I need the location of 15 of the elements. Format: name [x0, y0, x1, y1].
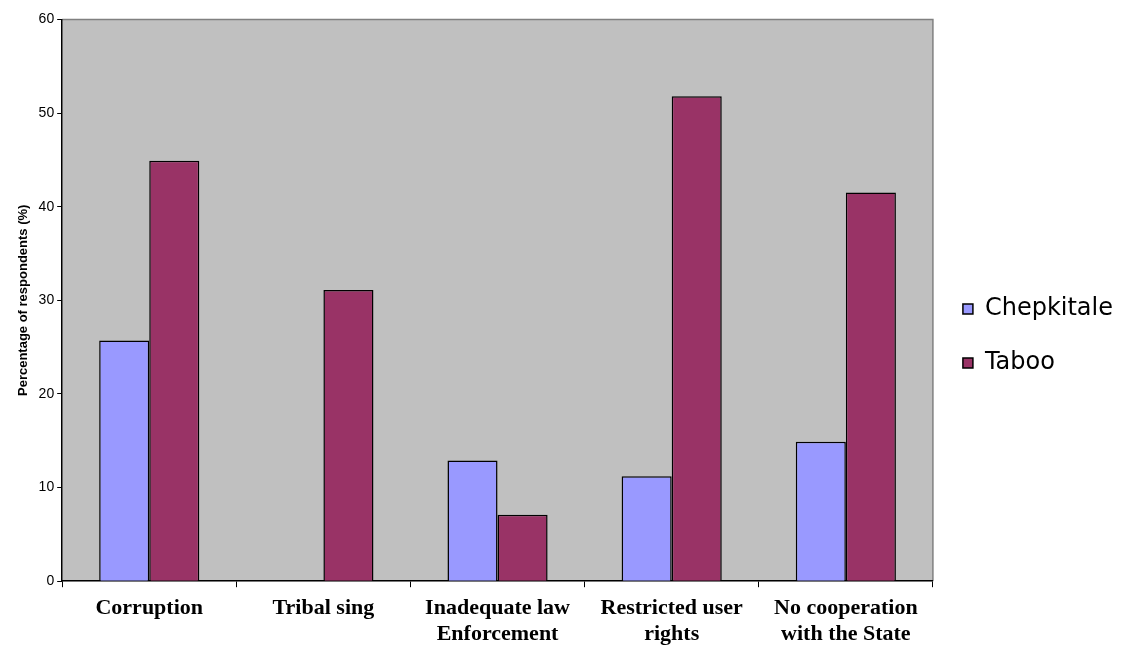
- x-tick-label: Inadequate law Enforcement: [425, 594, 571, 646]
- y-tick-label: 0: [46, 572, 55, 589]
- x-tick-label: Corruption: [95, 594, 204, 620]
- legend-label: Chepkitale: [984, 293, 1114, 322]
- x-tick-label: No cooperation with the State: [774, 594, 918, 646]
- legend-label: Taboo: [983, 347, 1055, 376]
- y-tick-label: 10: [38, 478, 55, 495]
- y-tick-label: 40: [38, 197, 55, 214]
- y-tick-label: 20: [38, 384, 55, 401]
- y-tick-label: 60: [38, 10, 55, 27]
- y-axis-title: Percentage of respondents (%): [15, 204, 31, 397]
- y-tick-label: 50: [38, 103, 55, 120]
- x-tick-label: Restricted user rights: [600, 594, 744, 646]
- y-tick-label: 30: [38, 291, 55, 308]
- x-tick-label: Tribal sing: [272, 594, 375, 620]
